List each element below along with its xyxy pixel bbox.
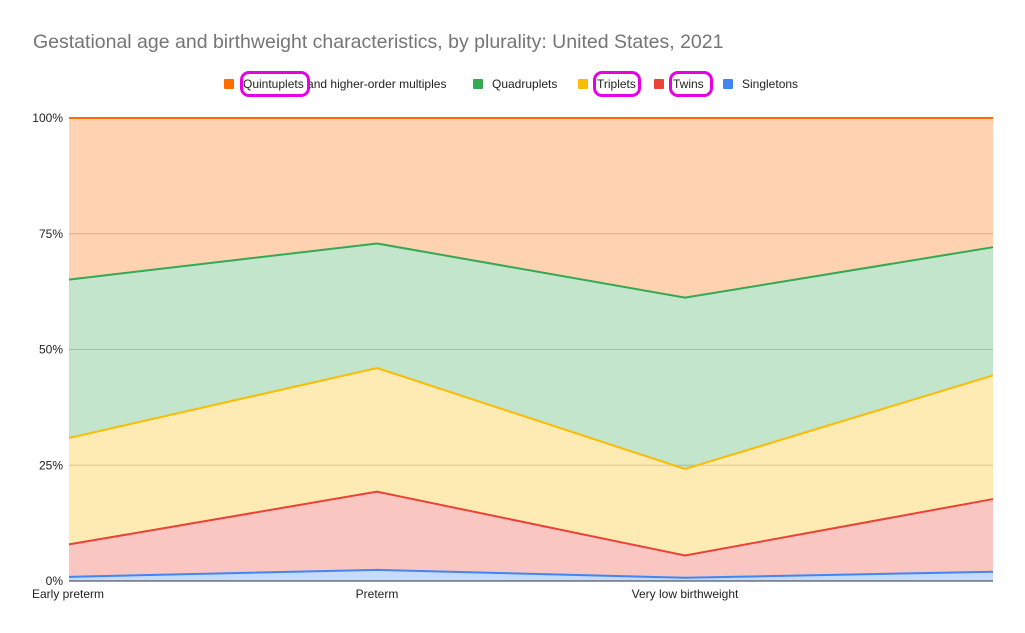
line-twins (68, 490, 994, 557)
legend-label-triplets: Triplets (597, 77, 636, 91)
area-quintuplets (69, 118, 993, 298)
legend-swatch-quintuplets (224, 79, 234, 89)
line-quadruplets (68, 242, 994, 299)
line-singletons (68, 568, 994, 579)
legend-item-twins[interactable]: Twins (654, 75, 704, 93)
chart-title: Gestational age and birthweight characte… (33, 31, 724, 53)
x-tick-label: Early preterm (32, 587, 104, 601)
y-tick-label: 50% (39, 343, 63, 357)
y-tick-label: 75% (39, 227, 63, 241)
legend-swatch-singletons (723, 79, 733, 89)
line-triplets (68, 366, 994, 471)
legend-item-triplets[interactable]: Triplets (578, 75, 636, 93)
y-tick-label: 0% (46, 574, 64, 588)
x-tick-label: Preterm (356, 587, 399, 601)
legend-label-quadruplets: Quadruplets (492, 77, 558, 91)
legend-label-twins: Twins (673, 77, 704, 91)
legend-item-quadruplets[interactable]: Quadruplets (473, 75, 557, 93)
y-tick-label: 25% (39, 458, 63, 472)
legend-swatch-quadruplets (473, 79, 483, 89)
legend-label-singletons: Singletons (742, 77, 799, 91)
legend-item-quintuplets[interactable]: Quintuplets and higher-order multiples (224, 75, 446, 93)
area-twins (69, 491, 993, 578)
legend-swatch-twins (654, 79, 664, 89)
legend-label-quintuplets: Quintuplets and higher-order multiples (243, 77, 447, 91)
area-quadruplets (69, 243, 993, 469)
legend-item-singletons[interactable]: Singletons (723, 75, 798, 93)
y-tick-label: 100% (32, 111, 63, 125)
area-singletons (69, 569, 993, 581)
x-tick-label: Very low birthweight (632, 587, 739, 601)
legend-swatch-triplets (578, 79, 588, 89)
area-triplets (69, 368, 993, 556)
